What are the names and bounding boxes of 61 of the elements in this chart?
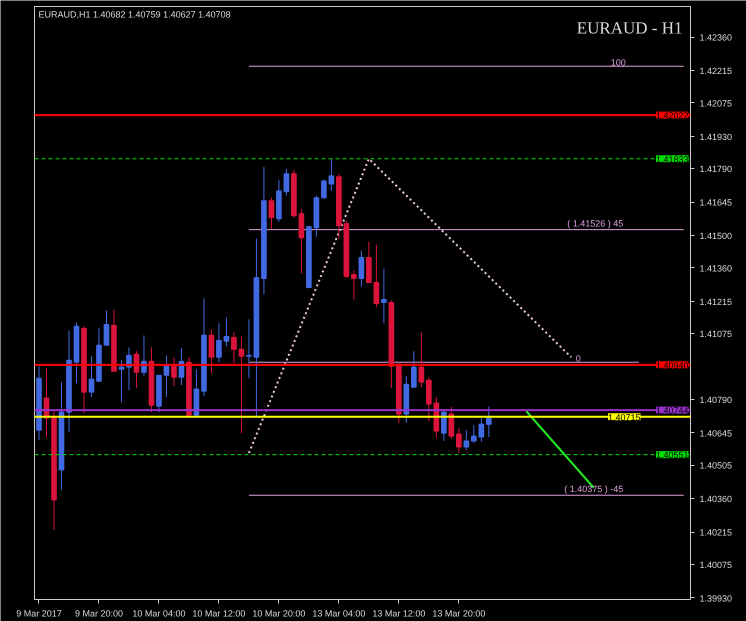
y-tick-label: 1.40215: [700, 528, 732, 538]
y-tick-label: 1.40505: [700, 460, 732, 471]
candlestick: [231, 332, 237, 364]
series-label: ( 1.41526 ) 45: [567, 218, 624, 229]
candlestick: [358, 250, 364, 288]
ref-line-label: 1.40744: [656, 406, 689, 416]
text: EURAUD - H1: [576, 18, 683, 38]
candlestick: [471, 424, 477, 444]
candlestick: [351, 270, 357, 300]
candlestick: [328, 158, 334, 192]
candlestick: [246, 318, 252, 379]
y-tick-label: 1.41215: [700, 296, 732, 307]
x-tick-label: 9 Mar 20:00: [74, 608, 123, 618]
candlestick: [208, 328, 214, 374]
series-label: ( 1.40375 ) -45: [564, 484, 624, 494]
x-tick-label: 10 Mar 12:00: [192, 608, 246, 618]
candlestick: [464, 430, 470, 450]
candlestick: [374, 244, 380, 308]
y-tick-label: 1.41790: [700, 164, 732, 174]
candlestick: [418, 332, 424, 388]
x-tick-label: 13 Mar 12:00: [372, 608, 426, 618]
x-tick-label: 9 Mar 2017: [16, 608, 62, 618]
candlestick: [238, 336, 244, 434]
candlestick: [411, 350, 417, 388]
y-tick-label: 1.39930: [700, 593, 732, 604]
candlestick: [298, 208, 304, 274]
ref-line-label: 1.40551: [656, 450, 689, 460]
candlestick: [171, 356, 177, 387]
ref-line-label: 1.40715: [608, 412, 641, 422]
candlestick: [268, 197, 274, 230]
series-label: 100: [610, 57, 626, 68]
candlestick: [284, 168, 290, 196]
series-label: 0: [576, 353, 581, 364]
candlestick: [134, 350, 140, 389]
candlestick: [478, 418, 484, 442]
ref-line-label: 1.41833: [656, 154, 689, 164]
y-tick-label: 1.40645: [700, 428, 732, 438]
candlestick: [426, 376, 432, 422]
candlestick: [486, 406, 492, 438]
y-tick-label: 1.40360: [700, 494, 732, 504]
y-tick-label: 1.41645: [700, 198, 732, 208]
candlestick: [178, 348, 184, 386]
ref-line-label: 1.42022: [656, 110, 689, 121]
y-tick-label: 1.42215: [700, 66, 732, 76]
y-tick-label: 1.40075: [700, 560, 732, 570]
y-tick-label: 1.41075: [700, 329, 732, 340]
y-tick-label: 1.40790: [700, 394, 732, 405]
y-tick-label: 1.42360: [700, 32, 732, 43]
y-tick-label: 1.41360: [700, 263, 732, 274]
chart-subtitle: EURAUD,H1 1.40682 1.40759 1.40627 1.40708: [38, 10, 231, 20]
ref-line-label: 1.40940: [656, 360, 689, 370]
x-tick-label: 13 Mar 20:00: [432, 608, 486, 618]
x-tick-label: 10 Mar 04:00: [132, 608, 186, 618]
candlestick: [456, 428, 462, 454]
x-tick-label: 10 Mar 20:00: [252, 608, 306, 618]
y-tick-label: 1.41500: [700, 231, 732, 242]
x-tick-label: 13 Mar 04:00: [312, 608, 366, 618]
candlestick: [321, 179, 327, 200]
candlestick: [381, 268, 387, 324]
y-tick-label: 1.42075: [700, 98, 732, 108]
y-tick-label: 1.41930: [700, 132, 732, 142]
